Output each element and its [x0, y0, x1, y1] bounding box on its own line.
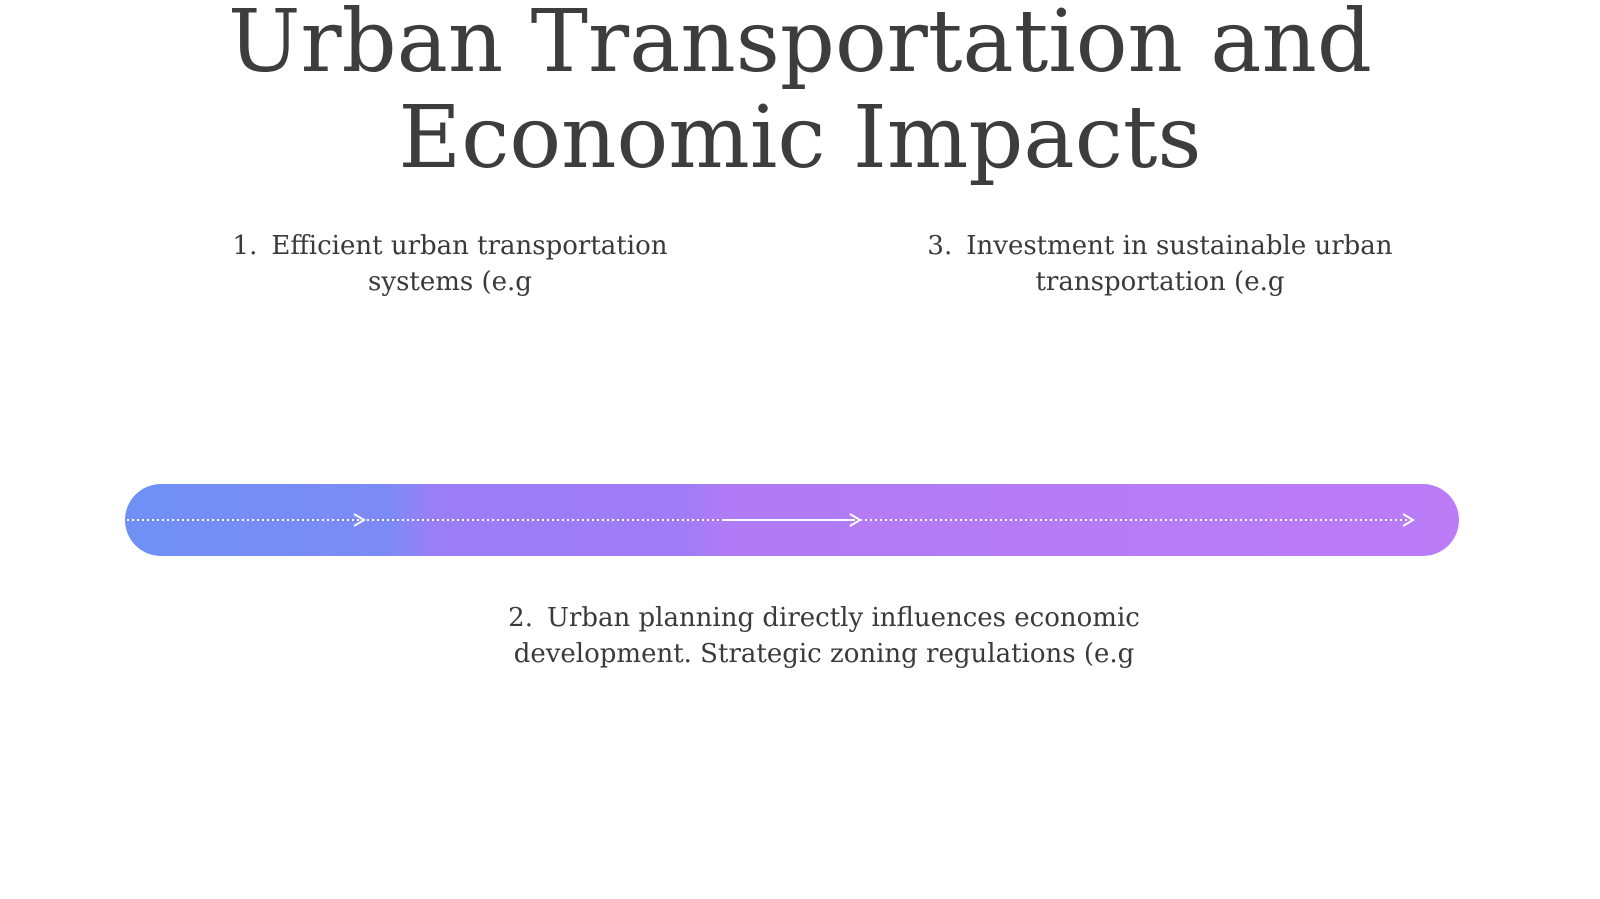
item-text: Urban planning directly influences econo… — [513, 603, 1140, 669]
arrow-head — [849, 513, 862, 527]
timeline-item: 1. Efficient urban transportation systems… — [190, 228, 710, 300]
timeline-item: 2. Urban planning directly influences eco… — [464, 600, 1184, 672]
slide-title: Urban Transportation and Economic Impact… — [228, 0, 1372, 188]
item-number: 3. — [927, 231, 953, 261]
item-text: Efficient urban transportation systems (… — [271, 231, 668, 297]
arrow-head — [1402, 513, 1415, 527]
timeline-item: 3. Investment in sustainable urban transp… — [880, 228, 1440, 300]
arrow-head — [353, 513, 366, 527]
item-number: 2. — [508, 603, 533, 633]
item-number: 1. — [232, 231, 258, 261]
item-text: Investment in sustainable urban transpor… — [966, 231, 1393, 297]
